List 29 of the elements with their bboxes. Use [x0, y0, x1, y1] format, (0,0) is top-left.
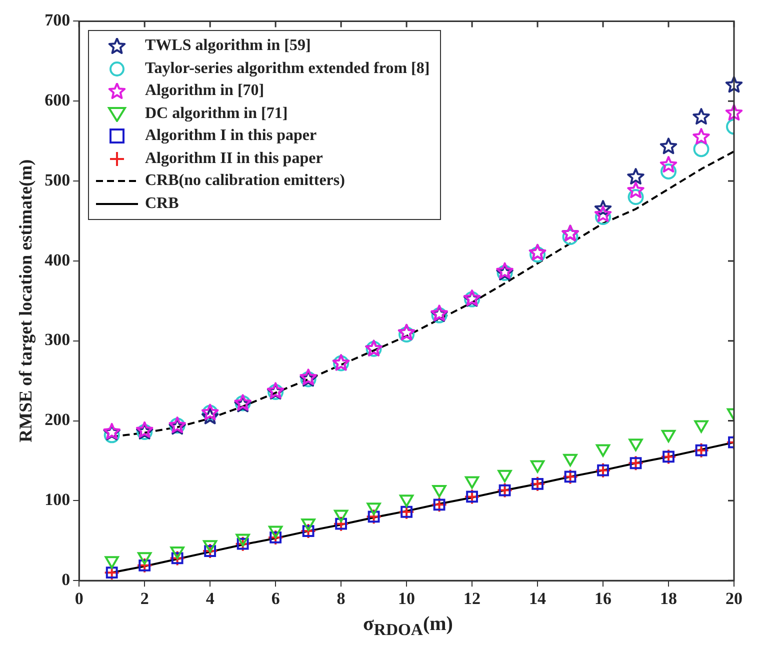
- x-axis-title: σ$_{RDOA}$(m): [362, 613, 454, 640]
- legend-label: Algorithm II in this paper: [145, 150, 323, 168]
- x-tick-label: 2: [140, 589, 149, 608]
- legend-label: DC algorithm in [71]: [145, 104, 288, 123]
- legend-label: TWLS algorithm in [59]: [145, 37, 311, 56]
- x-tick-label: 10: [398, 589, 416, 608]
- legend-label: CRB(no calibration emitters): [145, 172, 345, 190]
- y-tick-label: 600: [44, 90, 70, 110]
- y-tick-label: 700: [44, 10, 70, 30]
- legend-label: Algorithm I in this paper: [145, 127, 317, 146]
- x-tick-label: 6: [271, 589, 280, 608]
- y-tick-label: 0: [62, 570, 70, 589]
- legend-label: Algorithm in [70]: [145, 82, 264, 100]
- legend-label: CRB: [145, 194, 179, 213]
- x-tick-label: 14: [529, 589, 547, 608]
- y-tick-label: 500: [44, 170, 70, 190]
- y-axis-title: RMSE of target location estimate(m): [15, 159, 36, 442]
- x-tick-label: 16: [594, 589, 612, 608]
- x-tick-label: 12: [464, 589, 481, 608]
- x-tick-label: 8: [336, 589, 346, 608]
- x-tick-label: 4: [206, 589, 215, 608]
- y-tick-label: 100: [44, 490, 70, 510]
- x-tick-label: 18: [660, 589, 678, 608]
- y-tick-label: 300: [44, 330, 70, 350]
- legend-label: Taylor-series algorithm extended from [8]: [145, 60, 430, 78]
- y-tick-label: 200: [44, 410, 70, 430]
- y-tick-label: 400: [44, 250, 70, 270]
- x-tick-label: 20: [726, 589, 742, 608]
- x-tick-label: 0: [74, 589, 84, 608]
